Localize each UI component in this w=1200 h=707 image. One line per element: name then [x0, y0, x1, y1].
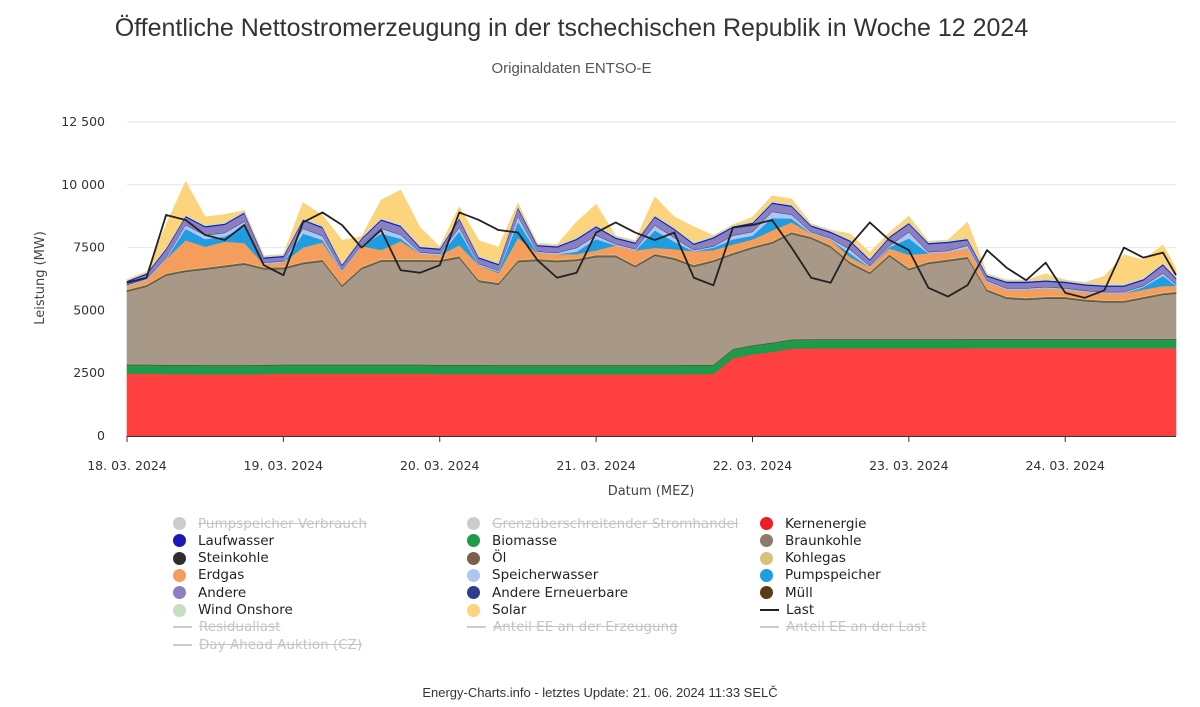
x-tick-label: 23. 03. 2024 [869, 458, 949, 473]
legend-label: Steinkohle [198, 550, 269, 567]
x-tick-label: 24. 03. 2024 [1025, 458, 1105, 473]
y-tick-label: 0 [97, 428, 105, 443]
legend-item-wind-onshore[interactable]: Wind Onshore [173, 602, 293, 619]
legend-item-solar[interactable]: Solar [467, 602, 526, 619]
x-tick-label: 20. 03. 2024 [400, 458, 480, 473]
x-tick-label: 19. 03. 2024 [244, 458, 324, 473]
axes: 0 2500 5000 7500 10 000 12 500 18. 03. 2024 19.… [61, 114, 1176, 473]
legend-item-anteil-ee-an-der-last[interactable]: Anteil EE an der Last [760, 619, 927, 636]
legend-item-last[interactable]: Last [760, 602, 814, 619]
legend-label: Grenzüberschreitender Stromhandel [492, 515, 739, 532]
legend-item-m-ll[interactable]: Müll [760, 584, 813, 601]
legend-dot-marker [467, 603, 480, 617]
legend-label: Wind Onshore [198, 602, 293, 618]
legend-label: Braunkohle [785, 532, 862, 549]
legend-label: Residuallast [199, 619, 281, 636]
legend-dot-marker [173, 551, 186, 565]
legend-item-pumpspeicher-verbrauch[interactable]: Pumpspeicher Verbrauch [173, 515, 367, 532]
legend-label: Kernenergie [785, 515, 867, 532]
legend-dot-marker [467, 551, 480, 565]
legend-label: Laufwasser [198, 532, 275, 549]
legend-label: Anteil EE an der Last [786, 619, 927, 636]
legend-label: Müll [785, 584, 813, 601]
legend-label: Anteil EE an der Erzeugung [493, 619, 678, 636]
legend-item-pumpspeicher[interactable]: Pumpspeicher [760, 567, 881, 584]
legend-item-laufwasser[interactable]: Laufwasser [173, 532, 274, 549]
legend-line-marker [173, 643, 192, 646]
legend-item-kernenergie[interactable]: Kernenergie [760, 515, 866, 532]
legend-item-erdgas[interactable]: Erdgas [173, 567, 244, 584]
legend-item-kohlegas[interactable]: Kohlegas [760, 550, 846, 567]
x-tick-label: 21. 03. 2024 [556, 458, 636, 473]
legend-item-anteil-ee-an-der-erzeugung[interactable]: Anteil EE an der Erzeugung [467, 619, 678, 636]
y-tick-label: 7500 [73, 240, 105, 255]
legend-dot-marker [173, 586, 186, 600]
stacked-areas [126, 181, 1177, 437]
area-solar [126, 181, 1177, 285]
legend-line-marker [173, 626, 192, 629]
legend-item-residuallast[interactable]: Residuallast [173, 619, 280, 636]
legend-dot-marker [760, 551, 773, 565]
line-last [126, 211, 1177, 299]
chart-subtitle: Originaldaten ENTSO-E [491, 60, 652, 77]
legend-label: Erdgas [198, 567, 245, 584]
x-tick-label: 22. 03. 2024 [713, 458, 793, 473]
legend-item--l[interactable]: Öl [467, 550, 506, 567]
legend-dot-marker [760, 534, 773, 548]
legend-item-braunkohle[interactable]: Braunkohle [760, 532, 861, 549]
legend-item-speicherwasser[interactable]: Speicherwasser [467, 567, 598, 584]
legend-label: Last [786, 602, 815, 618]
legend-dot-marker [467, 534, 480, 548]
legend-item-andere-erneuerbare[interactable]: Andere Erneuerbare [467, 584, 628, 601]
legend-line-marker [467, 626, 486, 629]
y-tick-label: 2500 [73, 365, 105, 380]
legend-label: Solar [492, 602, 527, 618]
legend-dot-marker [760, 568, 773, 582]
legend-label: Pumpspeicher [785, 567, 881, 584]
legend-label: Kohlegas [785, 550, 846, 567]
legend-label: Andere Erneuerbare [492, 584, 629, 601]
legend-line-marker [760, 609, 779, 611]
legend-dot-marker [173, 534, 186, 548]
legend-dot-marker [467, 517, 480, 530]
line-series [126, 211, 1177, 299]
legend-dot-marker [467, 586, 480, 600]
legend-item-steinkohle[interactable]: Steinkohle [173, 550, 269, 567]
legend-label: Pumpspeicher Verbrauch [198, 515, 367, 532]
legend-label: Biomasse [492, 532, 558, 549]
legend-label: Speicherwasser [492, 567, 599, 584]
footer-credit: Energy-Charts.info - letztes Update: 21.… [422, 685, 778, 700]
legend-dot-marker [173, 603, 186, 617]
legend-dot-marker [173, 517, 186, 530]
chart-title: Öffentliche Nettostromerzeugung in der t… [114, 14, 1029, 42]
legend-dot-marker [760, 517, 773, 530]
y-axis-title: Leistung (MW) [33, 231, 48, 325]
y-tick-label: 12 500 [61, 114, 105, 129]
legend-item-andere[interactable]: Andere [173, 584, 246, 601]
legend-item-grenz-berschreitender-stromhandel[interactable]: Grenzüberschreitender Stromhandel [467, 515, 738, 532]
y-tick-label: 5000 [73, 302, 105, 317]
legend-dot-marker [467, 568, 480, 582]
legend-item-biomasse[interactable]: Biomasse [467, 532, 557, 549]
legend-line-marker [760, 626, 779, 629]
x-tick-label: 18. 03. 2024 [87, 458, 167, 473]
legend-label: Andere [198, 584, 247, 601]
legend-label: Öl [492, 550, 507, 567]
legend-item-day-ahead-auktion-cz-[interactable]: Day Ahead Auktion (CZ) [173, 636, 362, 653]
y-tick-label: 10 000 [61, 177, 105, 192]
legend-dot-marker [173, 568, 186, 582]
legend-label: Day Ahead Auktion (CZ) [199, 636, 363, 653]
legend-dot-marker [760, 586, 773, 600]
x-axis-title: Datum (MEZ) [608, 484, 695, 499]
